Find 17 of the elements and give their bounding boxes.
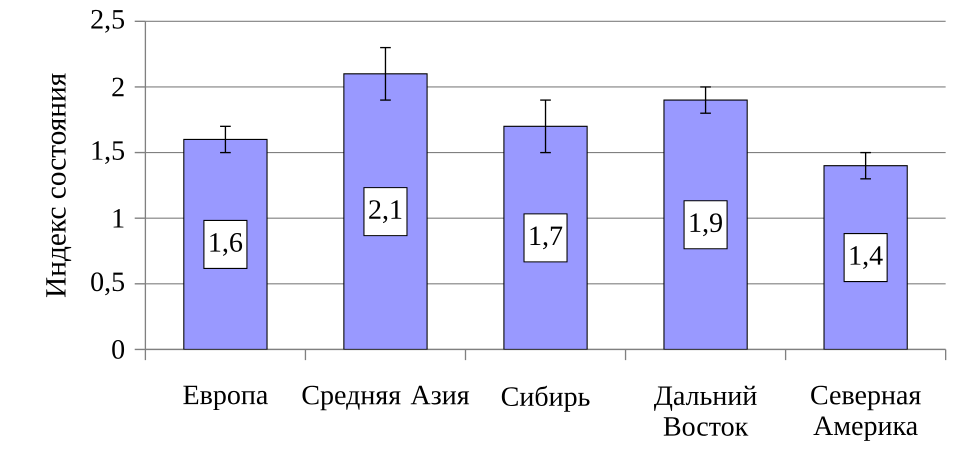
data-label: 1,4: [850, 246, 883, 269]
data-label: 1,6: [210, 232, 242, 256]
data-label: 1,9: [690, 213, 722, 236]
y-tick-label: 0,5: [91, 272, 124, 296]
x-tick-label: Сибирь: [502, 386, 590, 412]
y-tick-label: 2: [112, 77, 124, 96]
data-label: 2,1: [369, 200, 402, 223]
y-tick-label: 2,5: [91, 10, 124, 33]
y-tick-label: 1,5: [92, 140, 124, 164]
x-tick-label: Дальний Восток: [654, 385, 757, 436]
x-tick-label: Европа: [183, 385, 268, 410]
x-tick-label: Средняя Азия: [302, 385, 470, 410]
y-tick-label: 0: [112, 340, 124, 359]
data-label: 1,7: [530, 226, 562, 250]
x-tick-label: Северная Америка: [811, 385, 921, 441]
y-tick-label: 1: [114, 208, 124, 228]
y-axis-title: Индекс состояния: [46, 73, 72, 297]
